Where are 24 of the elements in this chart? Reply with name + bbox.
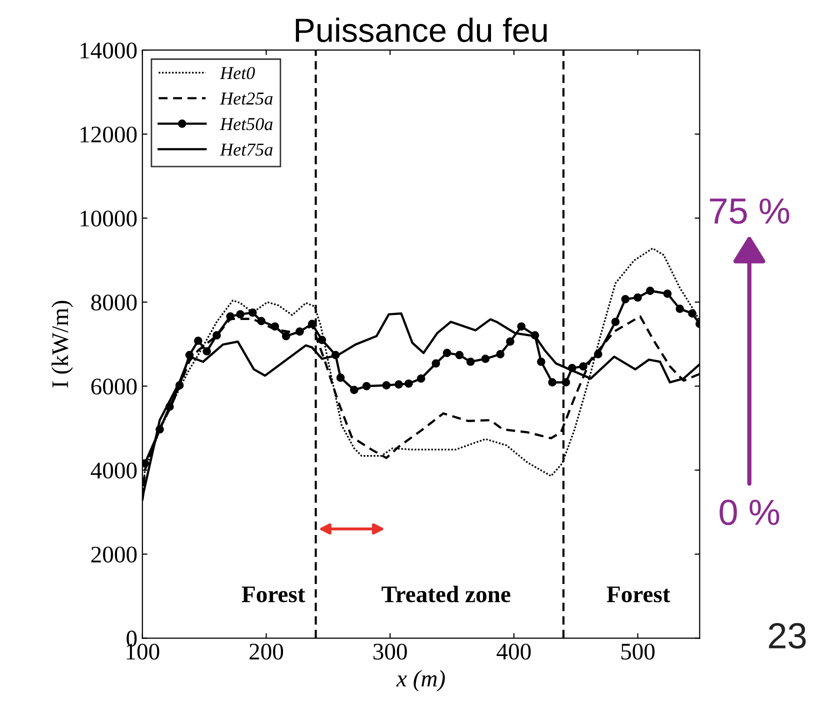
text: 0 % — [720, 500, 780, 526]
y-tick-label: 14000 — [80, 42, 137, 59]
text: 75 % — [710, 198, 790, 224]
annotation: Forest — [606, 586, 670, 602]
x-tick-label: 200 — [250, 644, 284, 660]
legend-label: Het50a — [220, 118, 273, 130]
y-tick-label: 8000 — [91, 294, 137, 311]
x-tick-label: 400 — [496, 644, 531, 660]
legend-label: Het0 — [220, 66, 255, 80]
text: 23 — [768, 623, 806, 649]
y-tick-label: 10000 — [80, 210, 137, 227]
annotation: Treated zone — [382, 586, 510, 602]
x-axis-title: x (m) — [396, 670, 445, 692]
x-tick-label: 300 — [374, 644, 407, 660]
x-tick-label: 500 — [621, 644, 655, 660]
chart-title: Puissance du feu — [296, 18, 547, 42]
y-tick-label: 4000 — [90, 462, 137, 479]
legend-label: Het25a — [220, 92, 273, 105]
legend-label: Het75a — [220, 144, 273, 156]
annotation: Forest — [242, 586, 306, 602]
y-tick-label: 12000 — [80, 126, 137, 143]
y-axis-title: I (kW/m) — [52, 300, 73, 388]
y-tick-label: 6000 — [91, 378, 137, 395]
y-tick-label: 2000 — [91, 546, 137, 563]
